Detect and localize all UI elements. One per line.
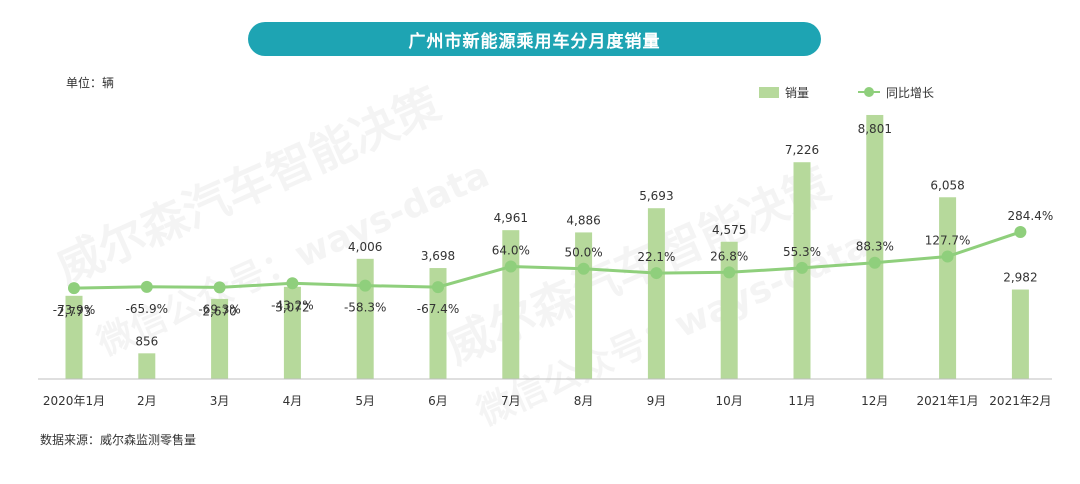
yoy-point-4	[359, 279, 372, 292]
bar-value-label-3: 3,072	[275, 300, 309, 314]
bar-4	[356, 258, 374, 379]
yoy-value-label-10: 55.3%	[783, 245, 821, 259]
yoy-value-label-7: 50.0%	[565, 246, 603, 260]
bar-13	[1011, 289, 1029, 379]
yoy-value-label-11: 88.3%	[856, 240, 894, 254]
x-tick-label-3: 4月	[283, 394, 303, 408]
bar-value-label-5: 3,698	[421, 249, 455, 263]
yoy-point-8	[650, 267, 663, 280]
x-tick-label-12: 2021年1月	[917, 394, 979, 408]
yoy-value-label-13: 284.4%	[1008, 209, 1054, 223]
chart-title: 广州市新能源乘用车分月度销量	[248, 22, 821, 56]
bar-5	[429, 268, 447, 379]
legend-item-sales: 销量	[759, 82, 809, 102]
x-tick-label-9: 10月	[716, 394, 743, 408]
x-tick-label-13: 2021年2月	[989, 394, 1051, 408]
legend-bar-swatch	[759, 86, 779, 98]
bar-value-label-0: 2,773	[57, 305, 91, 319]
yoy-value-label-12: 127.7%	[925, 234, 971, 248]
unit-label: 单位：辆	[66, 76, 115, 90]
legend-yoy-label: 同比增长	[886, 85, 935, 100]
x-tick-label-5: 6月	[428, 394, 448, 408]
x-tick-label-4: 5月	[355, 394, 375, 408]
yoy-point-6	[504, 260, 517, 273]
yoy-value-label-4: -58.3%	[344, 301, 386, 315]
bar-value-label-6: 4,961	[494, 211, 528, 225]
x-tick-label-8: 9月	[647, 394, 667, 408]
yoy-value-label-9: 26.8%	[710, 249, 748, 263]
yoy-point-11	[868, 256, 881, 269]
bar-1	[138, 353, 156, 379]
yoy-point-9	[723, 266, 736, 279]
yoy-value-label-1: -65.9%	[126, 302, 168, 316]
yoy-point-5	[432, 281, 444, 294]
bar-value-label-9: 4,575	[712, 223, 746, 237]
yoy-point-2	[213, 281, 226, 294]
yoy-point-10	[796, 261, 808, 274]
bar-value-label-11: 8,801	[858, 122, 892, 136]
yoy-value-label-3: -43.2%	[271, 298, 313, 312]
legend-sales-label: 销量	[785, 85, 810, 100]
yoy-value-label-8: 22.1%	[637, 250, 675, 264]
x-tick-label-10: 11月	[788, 394, 815, 408]
bar-value-label-12: 6,058	[930, 178, 964, 192]
bar-12	[939, 197, 957, 379]
x-tick-label-7: 8月	[574, 394, 594, 408]
bar-2	[211, 298, 229, 379]
yoy-point-3	[286, 277, 299, 290]
x-tick-label-2: 3月	[210, 394, 230, 408]
bar-11	[866, 114, 884, 379]
bar-value-label-8: 5,693	[639, 189, 673, 203]
legend-item-yoy: 同比增长	[858, 82, 934, 102]
x-tick-label-0: 2020年1月	[43, 394, 105, 408]
bar-value-label-13: 2,982	[1003, 271, 1037, 285]
x-tick-label-6: 7月	[501, 394, 521, 408]
legend-line-swatch	[858, 87, 880, 97]
bar-0	[65, 295, 83, 379]
yoy-value-label-6: 64.0%	[492, 244, 530, 258]
yoy-point-1	[140, 280, 153, 293]
x-tick-label-11: 12月	[861, 394, 888, 408]
bar-value-label-1: 856	[135, 334, 158, 348]
yoy-point-0	[68, 282, 80, 295]
yoy-point-12	[941, 250, 954, 263]
yoy-value-label-0: -73.9%	[53, 303, 95, 317]
bar-value-label-2: 2,670	[202, 304, 236, 318]
bar-8	[647, 208, 665, 379]
yoy-point-13	[1014, 226, 1027, 239]
yoy-line	[73, 230, 1021, 290]
bar-value-label-10: 7,226	[785, 143, 819, 157]
yoy-value-label-5: -67.4%	[417, 302, 459, 316]
bar-3	[283, 286, 301, 379]
source-label: 数据来源：威尔森监测零售量	[40, 433, 197, 447]
yoy-point-7	[577, 262, 590, 275]
yoy-value-label-2: -69.3%	[198, 302, 240, 316]
bar-value-label-7: 4,886	[566, 213, 600, 227]
x-tick-label-1: 2月	[137, 394, 157, 408]
bar-value-label-4: 4,006	[348, 240, 382, 254]
